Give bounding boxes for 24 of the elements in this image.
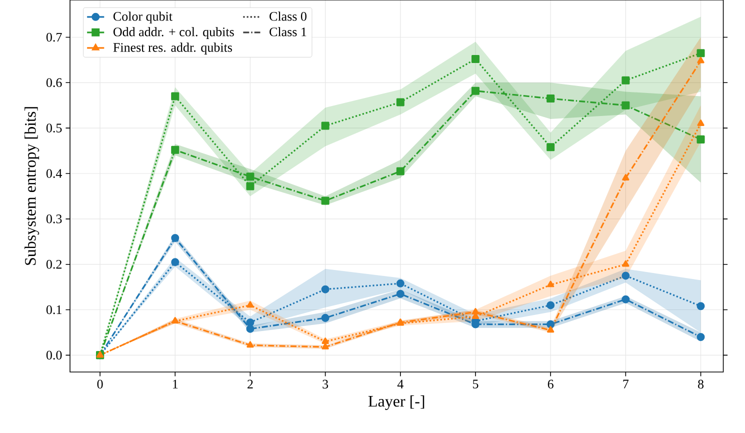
legend-label: Color qubit bbox=[113, 12, 172, 24]
legend-label: Odd addr. + col. qubits bbox=[113, 27, 234, 39]
x-tick-label: 4 bbox=[397, 380, 404, 388]
y-tick-label: 0.3 bbox=[46, 214, 62, 224]
y-tick-label: 0.5 bbox=[46, 124, 62, 132]
x-tick-label: 8 bbox=[698, 380, 704, 389]
x-tick-label: 3 bbox=[322, 380, 328, 389]
x-axis-title: Layer [-] bbox=[368, 395, 424, 410]
x-tick-label: 5 bbox=[472, 380, 478, 388]
y-axis-title: Subsystem entropy [bits] bbox=[24, 107, 40, 265]
y-tick-label: 0.4 bbox=[46, 169, 62, 178]
y-tick-label: 0.6 bbox=[46, 78, 62, 88]
annotation: Class 0 bbox=[270, 12, 306, 21]
x-tick-label: 0 bbox=[97, 380, 103, 389]
annotation: Class 1 bbox=[270, 27, 306, 36]
y-tick-label: 0.1 bbox=[46, 305, 62, 314]
x-tick-label: 2 bbox=[248, 380, 253, 388]
x-tick-label: 7 bbox=[623, 380, 629, 388]
y-tick-label: 0.0 bbox=[46, 350, 62, 360]
legend-label: Finest res. addr. qubits bbox=[113, 42, 232, 54]
y-tick-label: 0.7 bbox=[46, 32, 62, 42]
x-tick-label: 6 bbox=[548, 380, 554, 389]
x-tick-label: 1 bbox=[173, 380, 178, 388]
y-tick-label: 0.2 bbox=[46, 260, 62, 269]
